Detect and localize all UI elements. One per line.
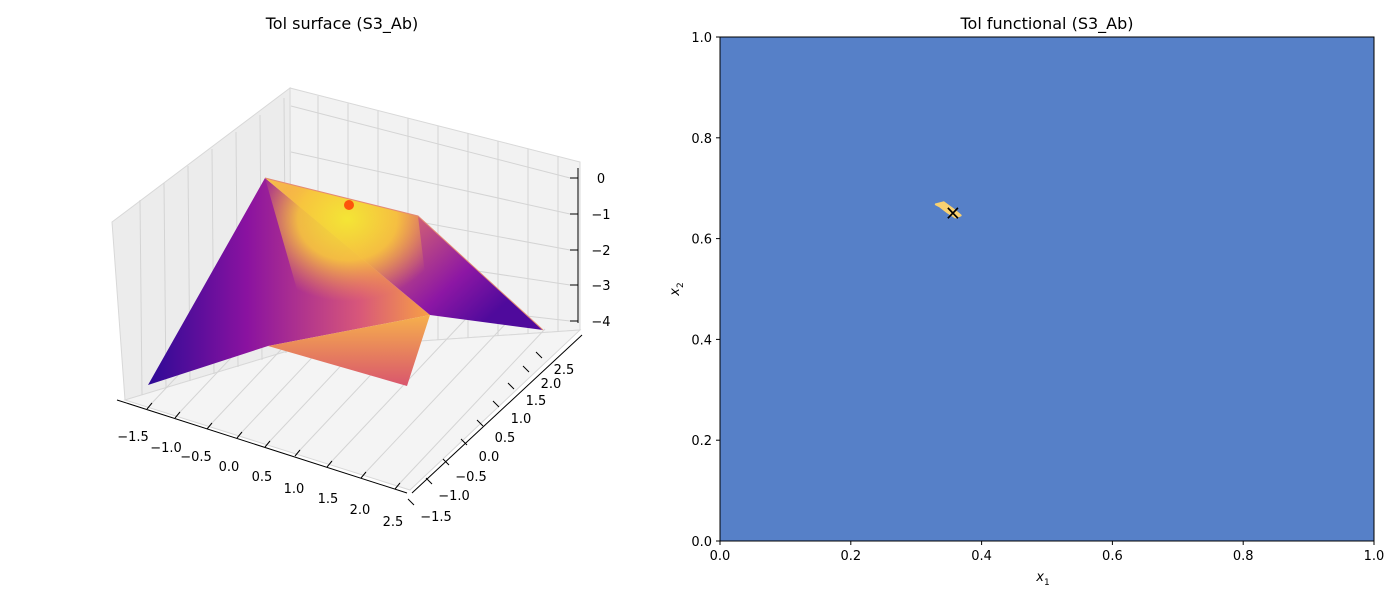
heatmap-frame bbox=[719, 36, 1375, 542]
y-tick-mark bbox=[476, 419, 484, 427]
y-axis-label: x2 bbox=[668, 282, 686, 296]
y-tick-label: 2.0 bbox=[541, 377, 562, 392]
heatmap-x-tick-label: 0.2 bbox=[840, 549, 861, 564]
x-tick-label: −1.0 bbox=[150, 441, 182, 456]
surface-face-front bbox=[268, 315, 430, 386]
x-tick-mark bbox=[174, 411, 181, 419]
heatmap-y-tick-label: 0.0 bbox=[691, 535, 712, 550]
heatmap-y-tick-label: 1.0 bbox=[691, 31, 712, 46]
z-tick-label: −1 bbox=[591, 208, 610, 223]
y-tick-mark bbox=[492, 400, 500, 408]
y-tick-label: −1.5 bbox=[420, 510, 452, 525]
x-tick-mark bbox=[360, 471, 367, 479]
z-tick-label: −4 bbox=[591, 315, 610, 330]
heatmap-x-tick-label: 0.6 bbox=[1102, 549, 1123, 564]
y-tick-label: 2.5 bbox=[554, 363, 575, 378]
y-tick-label: 0.0 bbox=[479, 450, 500, 465]
y-tick-mark bbox=[460, 438, 468, 446]
x-tick-label: 2.5 bbox=[383, 515, 404, 530]
y-tick-mark bbox=[522, 365, 530, 373]
heatmap-y-tick-label: 0.8 bbox=[691, 132, 712, 147]
z-tick-label: −2 bbox=[591, 244, 610, 259]
grid-line-z bbox=[290, 151, 571, 215]
x-tick-label: 1.5 bbox=[318, 492, 339, 507]
y-tick-mark bbox=[425, 477, 433, 485]
surface-mesh bbox=[148, 177, 544, 386]
z-tick-label: −3 bbox=[591, 279, 610, 294]
y-tick-label: −1.0 bbox=[438, 489, 470, 504]
y-tick-label: 1.0 bbox=[511, 412, 532, 427]
heatmap-x-tick-label: 0.0 bbox=[710, 549, 731, 564]
heatmap-background bbox=[720, 37, 1374, 541]
grid-line-z bbox=[290, 105, 571, 179]
y-tick-label: 1.5 bbox=[526, 394, 547, 409]
y-tick-mark bbox=[442, 458, 450, 466]
heatmap-ticks: 0.0 0.2 0.4 0.6 0.8 1.0 0.0 0.2 0.4 0.6 0.8 1.0 bbox=[691, 31, 1384, 564]
heatmap-plot: Tol functional (S3_Ab) × 0.0 0.2 0.4 0.6 0.8… bbox=[668, 14, 1384, 588]
x-tick-label: 1.0 bbox=[284, 482, 305, 497]
x-tick-mark bbox=[264, 440, 271, 448]
surface-plot: Tol surface (S3_Ab) −1.5−1.0−0.50.00.51.… bbox=[111, 14, 611, 530]
heatmap-title: Tol functional (S3_Ab) bbox=[960, 14, 1134, 34]
grid-line-x bbox=[399, 328, 546, 484]
pane-floor bbox=[123, 329, 582, 491]
x-tick-label: −0.5 bbox=[180, 450, 212, 465]
surface-ridge bbox=[264, 177, 544, 331]
heatmap-x-tick-label: 0.8 bbox=[1233, 549, 1254, 564]
x-tick-mark bbox=[236, 431, 243, 439]
x-tick-mark bbox=[206, 422, 213, 430]
y-tick-mark bbox=[507, 382, 515, 390]
x-tick-label: 2.0 bbox=[350, 503, 371, 518]
axes-3d-lines bbox=[116, 168, 583, 494]
heatmap-y-tick-label: 0.2 bbox=[691, 434, 712, 449]
z-tick-label: 0 bbox=[597, 172, 605, 187]
x-tick-mark bbox=[394, 482, 401, 490]
heatmap-y-tick-label: 0.6 bbox=[691, 233, 712, 248]
x-tick-label: 0.5 bbox=[252, 470, 273, 485]
heatmap-x-tick-label: 1.0 bbox=[1364, 549, 1385, 564]
feasible-region bbox=[934, 201, 962, 219]
heatmap-x-tick-label: 0.4 bbox=[971, 549, 992, 564]
grid-line-x bbox=[365, 317, 512, 473]
grid-line-left-pane bbox=[139, 199, 143, 396]
surface-peak-highlight bbox=[265, 178, 430, 315]
y-tick-label: 0.5 bbox=[495, 431, 516, 446]
x-tick-label: 0.0 bbox=[219, 460, 240, 475]
y-tick-label: −0.5 bbox=[455, 470, 487, 485]
surface-face-left bbox=[148, 178, 430, 385]
x-tick-mark bbox=[326, 460, 333, 468]
y-tick-mark bbox=[407, 498, 415, 506]
x-tick-mark bbox=[294, 449, 301, 457]
heatmap-y-tick-label: 0.4 bbox=[691, 333, 712, 348]
x-axis-line bbox=[116, 399, 408, 494]
argmax-marker: × bbox=[944, 200, 961, 224]
x-axis-label: x1 bbox=[1035, 570, 1049, 588]
y-axis-line bbox=[411, 334, 583, 494]
surface-title: Tol surface (S3_Ab) bbox=[265, 14, 419, 34]
x-tick-label: −1.5 bbox=[117, 430, 149, 445]
ticks-3d: −1.5−1.0−0.50.00.51.01.52.02.5 −1.5−1.0−0… bbox=[117, 172, 610, 530]
x-tick-mark bbox=[146, 402, 153, 410]
max-point-marker bbox=[344, 200, 354, 210]
y-tick-mark bbox=[535, 351, 543, 359]
